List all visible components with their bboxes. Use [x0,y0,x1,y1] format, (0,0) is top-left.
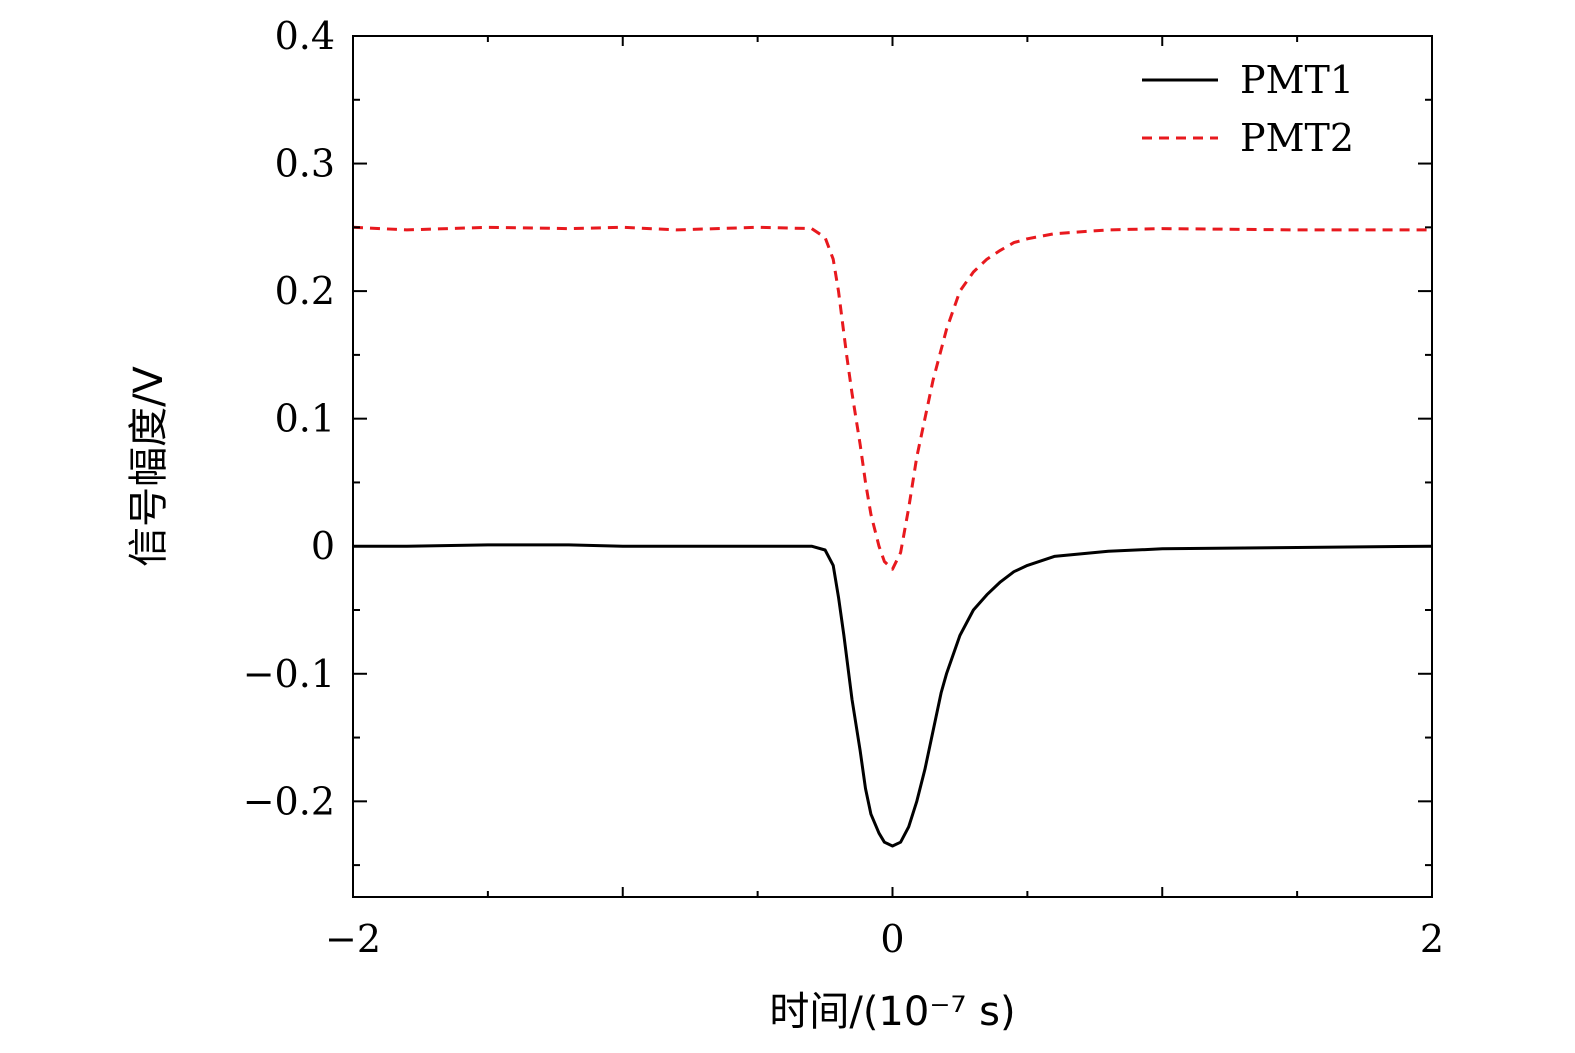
legend-label-pmt1: PMT1 [1240,58,1354,102]
ticks-layer: −0.2 −0.1 0 0.1 0.2 0.3 0.4 −2 0 2 [243,14,1444,961]
series-line-pmt2 [352,225,1432,571]
y-axis-title: 信号幅度/V [126,365,172,566]
x-axis-title: 时间/(10⁻⁷ s) [769,989,1015,1035]
x-tick-label: −2 [325,917,381,961]
legend: PMT1 PMT2 [1142,58,1354,160]
x-tick-label: 0 [880,917,904,961]
y-tick-label: 0.2 [275,269,335,313]
y-tick-label: 0.4 [275,14,335,58]
legend-label-pmt2: PMT2 [1240,116,1354,160]
y-tick-label: −0.1 [243,652,335,696]
y-tick-label: 0.3 [275,142,335,186]
x-tick-label: 2 [1420,917,1444,961]
y-tick-label: 0 [311,524,335,568]
series-layer [352,225,1433,848]
y-tick-label: 0.1 [275,397,335,441]
y-tick-label: −0.2 [243,779,335,823]
series-line-pmt1 [353,543,1433,848]
